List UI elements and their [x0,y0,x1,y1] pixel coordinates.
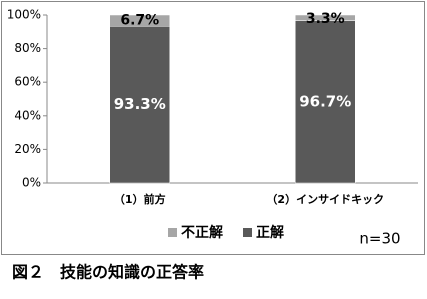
chart-frame [1,1,425,255]
bar-segment [109,14,170,27]
y-tick-label: 0% [22,176,41,190]
value-label: 96.7% [299,92,351,110]
value-label: 6.7% [120,13,159,29]
bar-segment [295,20,356,184]
legend-swatch [168,228,177,237]
x-tick-label: （2）インサイドキック [266,193,384,206]
y-tick-label: 40% [14,108,41,122]
legend-label: 正解 [256,224,284,241]
y-tick-label: 80% [14,41,41,55]
y-tick-label: 100% [7,8,41,22]
x-tick-label: （1）前方 [114,192,166,206]
caption: 図２ 技能の知識の正答率 [12,263,204,282]
bar-segment [295,14,356,21]
y-tick-label: 20% [14,142,41,156]
legend-swatch [243,228,252,237]
bar-segment [109,26,170,184]
value-label: 93.3% [114,95,166,113]
y-tick-label: 60% [14,75,41,89]
value-label: 3.3% [306,11,345,27]
legend-label: 不正解 [181,224,223,241]
annotation: n=30 [359,230,400,248]
